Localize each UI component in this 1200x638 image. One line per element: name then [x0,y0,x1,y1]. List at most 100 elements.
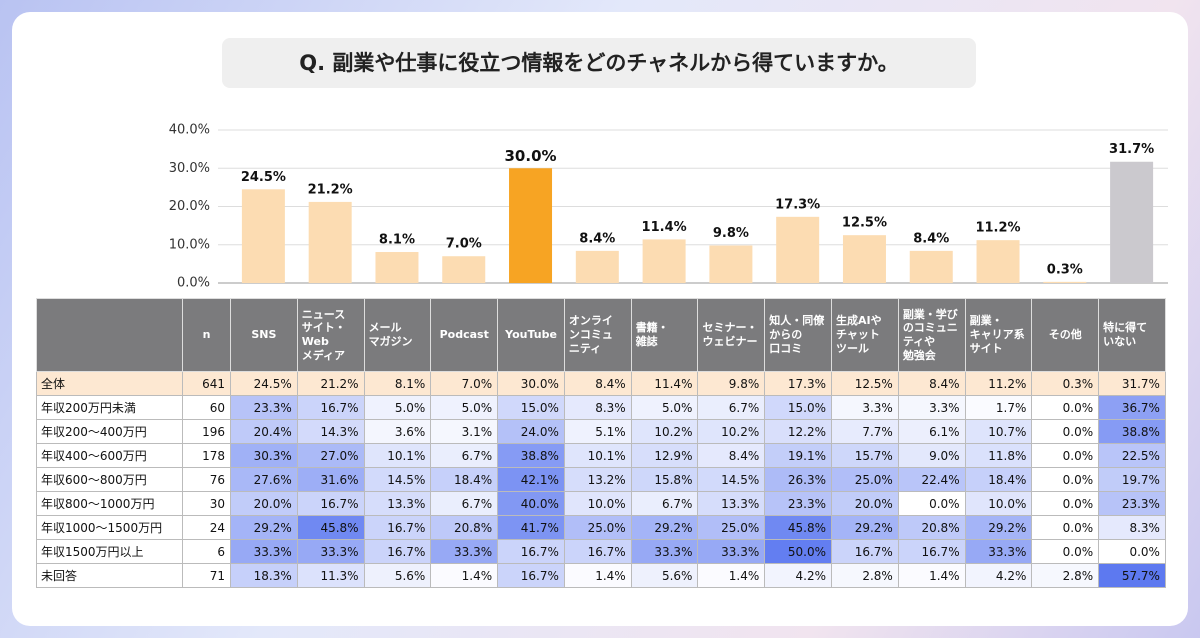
cell: 12.2% [764,419,833,444]
cell: 33.3% [964,539,1033,564]
cell: 0.0% [897,491,966,516]
column-header: ニュース サイト・ Web メディア [296,298,365,372]
bar [308,201,352,283]
cell: 5.6% [630,563,699,588]
value-label: 8.4% [579,231,615,246]
cell: 6.7% [430,491,499,516]
cell: 33.3% [230,539,298,564]
cell: 23.3% [230,395,298,420]
cross-table: n SNS ニュース サイト・ Web メディア メール マガジン Podcast You… [36,298,1166,588]
cell: 1.4% [563,563,632,588]
cell: 0.0% [1031,491,1100,516]
cell: 30.0% [497,371,565,396]
cell: 36.7% [1098,395,1166,420]
cell: 4.2% [964,563,1033,588]
row-n: 178 [182,443,231,468]
row-label: 全体 [36,371,183,396]
cell: 22.5% [1098,443,1166,468]
cell: 6.1% [897,419,966,444]
cell: 4.2% [764,563,833,588]
table-row: 年収1500万円以上 6 33.3% 33.3% 16.7% 33.3% 16.7% 16.7… [36,539,1166,564]
header-blank [36,298,183,372]
cell: 7.0% [430,371,499,396]
cell: 12.9% [630,443,699,468]
column-header: その他 [1031,298,1100,372]
value-label: 31.7% [1109,142,1154,157]
row-label: 年収1500万円以上 [36,539,183,564]
value-label: 12.5% [842,216,887,231]
row-n: 71 [182,563,231,588]
column-header: メール マガジン [363,298,432,372]
cell: 14.5% [697,467,766,492]
cell: 1.4% [897,563,966,588]
cell: 10.7% [964,419,1033,444]
cell: 6.7% [630,491,699,516]
cell: 38.8% [1098,419,1166,444]
cell: 13.3% [697,491,766,516]
column-header: 副業・学び のコミュニ ティや 勉強会 [897,298,966,372]
cell: 24.5% [230,371,298,396]
cell: 16.7% [363,515,432,540]
row-n: 641 [182,371,231,396]
row-n: 60 [182,395,231,420]
cell: 3.6% [363,419,432,444]
cell: 57.7% [1098,563,1166,588]
cell: 29.2% [831,515,899,540]
cell: 33.3% [296,539,365,564]
bar [842,235,886,283]
column-header: 知人・同僚 からの 口コミ [764,298,833,372]
cell: 33.3% [630,539,699,564]
cell: 6.7% [697,395,766,420]
column-header: YouTube [497,298,565,372]
cell: 3.1% [430,419,499,444]
cell: 8.3% [1098,515,1166,540]
bar [1043,281,1087,283]
row-label: 未回答 [36,563,183,588]
cell: 18.4% [430,467,499,492]
cell: 11.8% [964,443,1033,468]
cell: 1.4% [697,563,766,588]
cell: 3.3% [831,395,899,420]
row-label: 年収400～600万円 [36,443,183,468]
cell: 0.3% [1031,371,1100,396]
cell: 18.4% [964,467,1033,492]
cell: 42.1% [497,467,565,492]
cell: 0.0% [1098,539,1166,564]
bar [976,240,1020,283]
value-label: 21.2% [308,182,353,197]
cell: 45.8% [764,515,833,540]
cell: 16.7% [563,539,632,564]
value-label: 0.3% [1047,262,1083,277]
value-label: 9.8% [713,226,749,241]
row-n: 196 [182,419,231,444]
cell: 10.1% [563,443,632,468]
cell: 11.3% [296,563,365,588]
cell: 25.0% [563,515,632,540]
row-label: 年収800～1000万円 [36,491,183,516]
bar [642,239,686,283]
bar [776,216,820,283]
cell: 15.7% [831,443,899,468]
cell: 0.0% [1031,443,1100,468]
cell: 20.0% [230,491,298,516]
cell: 19.7% [1098,467,1166,492]
cell: 10.0% [563,491,632,516]
cell: 8.1% [363,371,432,396]
cell: 2.8% [1031,563,1100,588]
cell: 13.2% [563,467,632,492]
cell: 8.4% [697,443,766,468]
cell: 16.7% [831,539,899,564]
cell: 40.0% [497,491,565,516]
row-n: 6 [182,539,231,564]
value-label: 8.1% [379,233,415,248]
cell: 26.3% [764,467,833,492]
cell: 0.0% [1031,467,1100,492]
y-tick-label: 20.0% [169,199,210,214]
cell: 10.1% [363,443,432,468]
cell: 1.4% [430,563,499,588]
table-row: 年収1000～1500万円 24 29.2% 45.8% 16.7% 20.8% 41.7%… [36,515,1166,540]
question-title: Q. 副業や仕事に役立つ情報をどのチャネルから得ていますか。 [222,38,976,88]
cell: 10.2% [697,419,766,444]
y-tick-label: 10.0% [169,237,210,252]
